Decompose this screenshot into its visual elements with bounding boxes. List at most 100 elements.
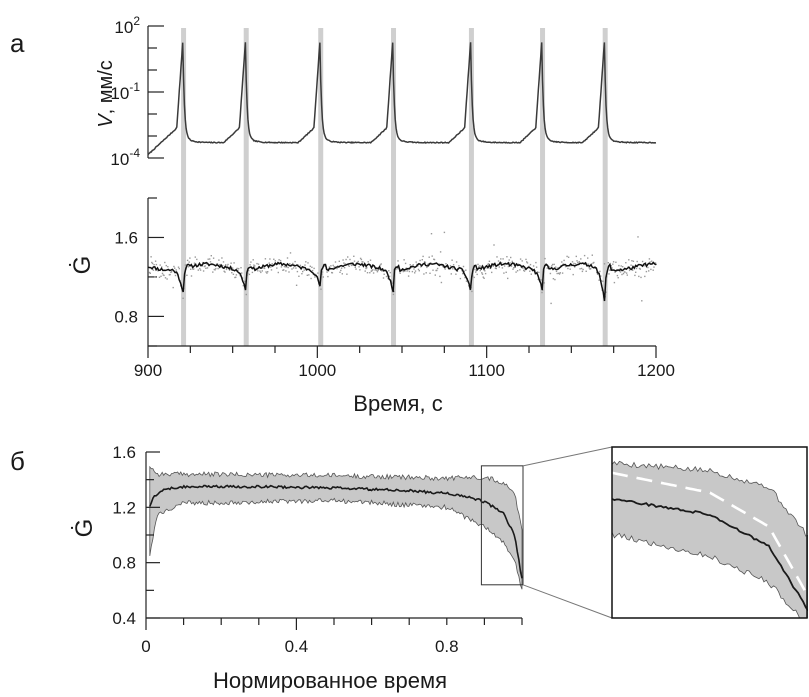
scatter-point xyxy=(351,264,353,266)
scatter-point xyxy=(327,275,329,278)
scatter-point xyxy=(530,273,532,275)
scatter-point xyxy=(511,260,513,263)
scatter-point xyxy=(630,264,632,266)
scatter-point xyxy=(257,263,260,265)
scatter-point xyxy=(295,267,297,269)
scatter-point xyxy=(298,275,300,277)
scatter-point xyxy=(338,260,340,262)
scatter-point xyxy=(651,260,653,262)
scatter-point xyxy=(488,260,491,262)
scatter-point xyxy=(427,263,430,265)
scatter-point xyxy=(353,260,356,262)
g-dot-tick-label-a: 1.6 xyxy=(114,228,138,247)
scatter-point xyxy=(163,274,165,277)
scatter-point xyxy=(551,265,553,267)
scatter-point xyxy=(558,273,561,275)
scatter-point xyxy=(549,272,552,275)
scatter-point xyxy=(636,260,638,263)
scatter-point xyxy=(541,291,543,294)
scatter-point xyxy=(392,293,395,296)
scatter-point xyxy=(475,271,477,273)
scatter-point xyxy=(280,266,283,268)
scatter-point xyxy=(473,276,475,279)
scatter-point xyxy=(167,266,169,268)
scatter-point xyxy=(508,259,510,261)
scatter-point xyxy=(424,261,427,264)
scatter-point xyxy=(641,260,644,263)
scatter-point xyxy=(174,267,176,269)
scatter-point xyxy=(292,267,295,269)
scatter-point xyxy=(263,267,265,269)
scatter-point xyxy=(315,273,317,276)
scatter-point xyxy=(330,265,332,267)
scatter-point xyxy=(626,274,628,276)
scatter-point xyxy=(474,268,476,271)
scatter-point xyxy=(536,271,539,273)
scatter-point xyxy=(605,291,607,293)
scatter-point xyxy=(515,271,517,273)
scatter-point xyxy=(487,263,490,265)
scatter-point xyxy=(271,263,273,265)
scatter-point xyxy=(395,268,397,271)
scatter-point xyxy=(286,257,289,259)
scatter-point xyxy=(222,264,224,267)
scatter-point xyxy=(310,277,312,280)
panel-b-zoom-inset xyxy=(522,446,808,619)
scatter-point xyxy=(634,274,636,277)
scatter-point xyxy=(311,269,314,272)
scatter-point xyxy=(231,272,233,274)
scatter-point xyxy=(389,271,391,274)
scatter-point xyxy=(418,270,420,272)
scatter-point xyxy=(438,263,440,265)
zoom-connector-top xyxy=(522,446,613,467)
scatter-point xyxy=(598,279,600,281)
scatter-point xyxy=(612,261,615,263)
scatter-point xyxy=(436,267,439,270)
scatter-point xyxy=(427,264,429,266)
scatter-point xyxy=(295,284,298,286)
scatter-point xyxy=(655,263,657,266)
scatter-point xyxy=(149,272,151,274)
scatter-point xyxy=(314,276,316,278)
scatter-point xyxy=(580,258,582,260)
scatter-point xyxy=(521,260,523,262)
scatter-point xyxy=(355,268,357,270)
scatter-point xyxy=(359,257,362,260)
scatter-point xyxy=(276,267,278,269)
scatter-point xyxy=(593,261,595,264)
scatter-point xyxy=(529,263,532,266)
scatter-point xyxy=(370,270,372,272)
scatter-point xyxy=(161,266,163,268)
scatter-point xyxy=(254,265,256,267)
scatter-point xyxy=(236,267,238,270)
scatter-point xyxy=(282,269,284,271)
scatter-point xyxy=(402,270,404,273)
velocity-axis-label: V, мм/с xyxy=(95,60,117,128)
scatter-point xyxy=(635,271,637,273)
g-dot-tick-label-b: 0.4 xyxy=(112,609,136,628)
scatter-point xyxy=(212,271,214,273)
velocity-tick-label: 102 xyxy=(114,14,140,37)
scatter-point xyxy=(616,269,618,271)
scatter-point xyxy=(459,277,462,280)
scatter-point xyxy=(388,270,390,272)
scatter-point xyxy=(347,256,349,258)
scatter-point xyxy=(631,260,633,262)
scatter-point xyxy=(362,261,364,263)
scatter-point xyxy=(317,272,319,274)
scatter-point xyxy=(529,270,531,272)
scatter-point xyxy=(513,267,515,269)
scatter-point xyxy=(241,272,243,274)
scatter-point xyxy=(377,269,379,272)
scatter-point xyxy=(154,276,156,278)
scatter-point xyxy=(153,264,155,266)
g-dot-mean-line xyxy=(147,261,657,302)
scatter-point xyxy=(416,263,418,266)
scatter-point xyxy=(505,271,507,273)
scatter-point xyxy=(494,267,497,269)
g-dot-tick-label-b: 1.6 xyxy=(112,443,136,462)
scatter-point xyxy=(151,261,153,264)
std-band xyxy=(149,465,523,590)
inset-frame xyxy=(611,446,808,619)
scatter-point xyxy=(603,263,606,265)
